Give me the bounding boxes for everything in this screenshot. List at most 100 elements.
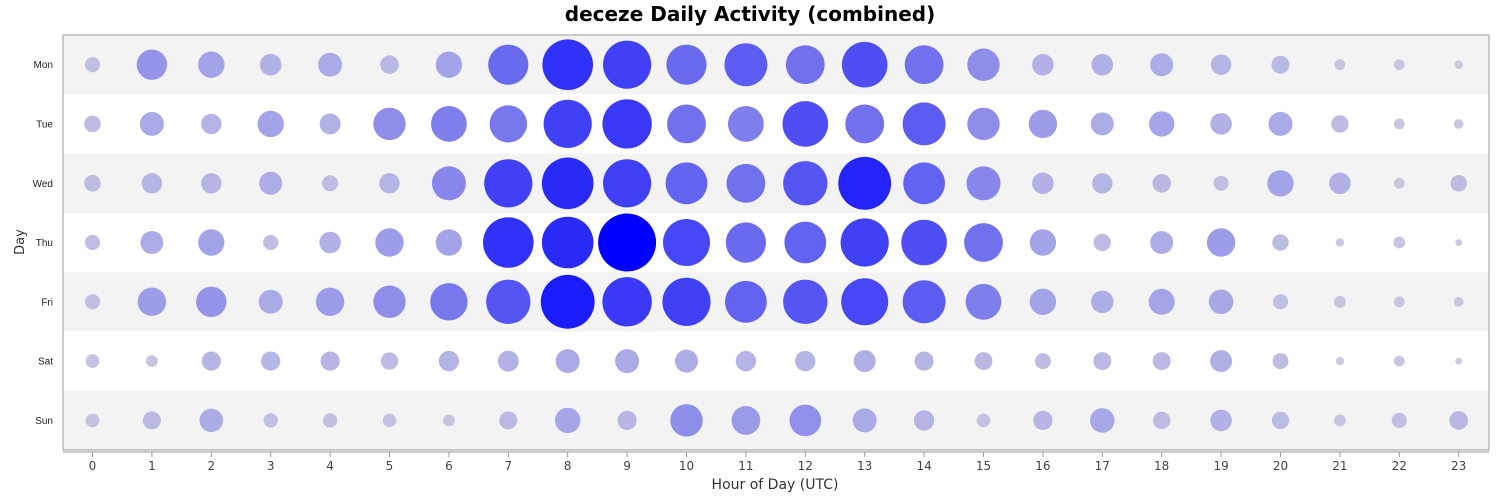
bubble-point [541, 216, 594, 269]
bubble-point [1210, 350, 1233, 373]
bubble-point [1210, 409, 1232, 432]
bubble-point [1393, 118, 1405, 130]
bubble-point [1090, 112, 1114, 136]
bubble-point [1028, 109, 1058, 139]
bubble-point [1213, 175, 1229, 191]
bubble-point [198, 229, 225, 256]
bubble-point [318, 52, 343, 77]
bubble-point [731, 406, 761, 435]
bubble-point [1449, 411, 1468, 430]
x-tick-label: 19 [1213, 459, 1228, 473]
x-tick-label: 20 [1273, 459, 1288, 473]
x-tick-label: 12 [798, 459, 813, 473]
x-tick-label: 8 [564, 459, 572, 473]
bubble-point [263, 234, 279, 251]
bubble-point [1206, 228, 1236, 257]
bubble-point [1091, 290, 1114, 314]
bubble-point [1268, 111, 1293, 136]
bubble-point [967, 48, 1000, 81]
bubble-point [967, 107, 1000, 141]
x-tick-label: 13 [857, 459, 872, 473]
bubble-point [142, 411, 161, 430]
y-tick-label: Sat [38, 357, 53, 368]
bubble-point [1152, 352, 1171, 371]
bubble-point [435, 229, 463, 256]
bubble-point [726, 163, 766, 203]
x-tick-labels: 0 1 2 3 4 5 6 7 8 9 10 11 12 13 14 15 16 17 18 19 20 21 22 23 [89, 459, 1467, 473]
bubble-point [1271, 55, 1290, 74]
bubble-point [380, 352, 399, 370]
bubble-point [784, 221, 827, 264]
bubbles [84, 39, 1468, 437]
bubble-point [430, 283, 468, 321]
bubble-point [789, 404, 822, 437]
bubble-point [541, 157, 594, 210]
bubble-point [1453, 119, 1464, 129]
bubble-point [1029, 229, 1057, 256]
bubble-point [853, 350, 876, 373]
bubble-point [1032, 172, 1054, 195]
bubble-point [488, 44, 529, 85]
bubble-point [258, 289, 283, 314]
y-tick-labels: Mon Tue Wed Thu Fri Sat Sun [33, 60, 54, 427]
bubble-point [1093, 233, 1112, 252]
row-band [63, 94, 1489, 154]
bubble-point [196, 286, 227, 317]
bubble-point [438, 350, 460, 372]
row-band [63, 331, 1489, 391]
bubble-point [1391, 412, 1407, 428]
bubble-point [1150, 53, 1174, 77]
bubble-point [319, 231, 341, 254]
chart-title: deceze Daily Activity (combined) [565, 2, 936, 26]
bubble-point [966, 166, 1001, 201]
bubble-point [322, 413, 338, 428]
bubble-point [617, 410, 637, 430]
bubble-point [257, 110, 284, 138]
bubble-point [380, 55, 399, 74]
bubble-point [1150, 231, 1174, 254]
bubble-point [1393, 355, 1405, 367]
bubble-point [725, 222, 767, 263]
bubble-point [728, 106, 764, 142]
bubble-point [976, 413, 991, 428]
x-tick-label: 11 [738, 459, 753, 473]
bubble-point [84, 294, 101, 310]
bubble-point [542, 39, 593, 90]
bubble-point [540, 274, 595, 329]
bubble-point [555, 407, 581, 434]
y-tick-label: Fri [41, 297, 53, 308]
bubble-point [1453, 297, 1464, 307]
bubble-point [85, 354, 100, 368]
bubble-point [903, 162, 945, 205]
bubble-point [1335, 238, 1345, 247]
bubble-point [1272, 294, 1289, 310]
x-tick-label: 22 [1392, 459, 1407, 473]
bubble-point [1091, 53, 1114, 76]
bubble-point [1450, 175, 1467, 192]
bubble-point [84, 175, 101, 192]
row-band [63, 390, 1489, 451]
bubble-point [845, 104, 885, 144]
bubble-point [259, 53, 282, 76]
bubble-point [603, 40, 652, 89]
x-tick-label: 14 [916, 459, 931, 473]
x-tick-label: 0 [89, 459, 97, 473]
bubble-point [85, 413, 100, 428]
bubble-point [725, 280, 767, 323]
plot-frame [62, 34, 1490, 451]
x-tick-label: 1 [148, 459, 156, 473]
bubble-point [965, 283, 1002, 320]
bubble-point [263, 413, 278, 428]
bubble-point [1393, 296, 1405, 308]
y-tick-label: Tue [36, 119, 53, 130]
bubble-point [1272, 353, 1289, 370]
x-tick-label: 15 [976, 459, 991, 473]
bubble-point [1210, 113, 1232, 135]
bubble-point [1153, 411, 1171, 430]
bubble-point [1455, 239, 1463, 246]
y-tick-label: Mon [34, 60, 53, 71]
x-tick-label: 9 [623, 459, 631, 473]
bubble-point [443, 414, 455, 427]
bubble-point [319, 113, 341, 135]
bubble-point [662, 277, 711, 326]
